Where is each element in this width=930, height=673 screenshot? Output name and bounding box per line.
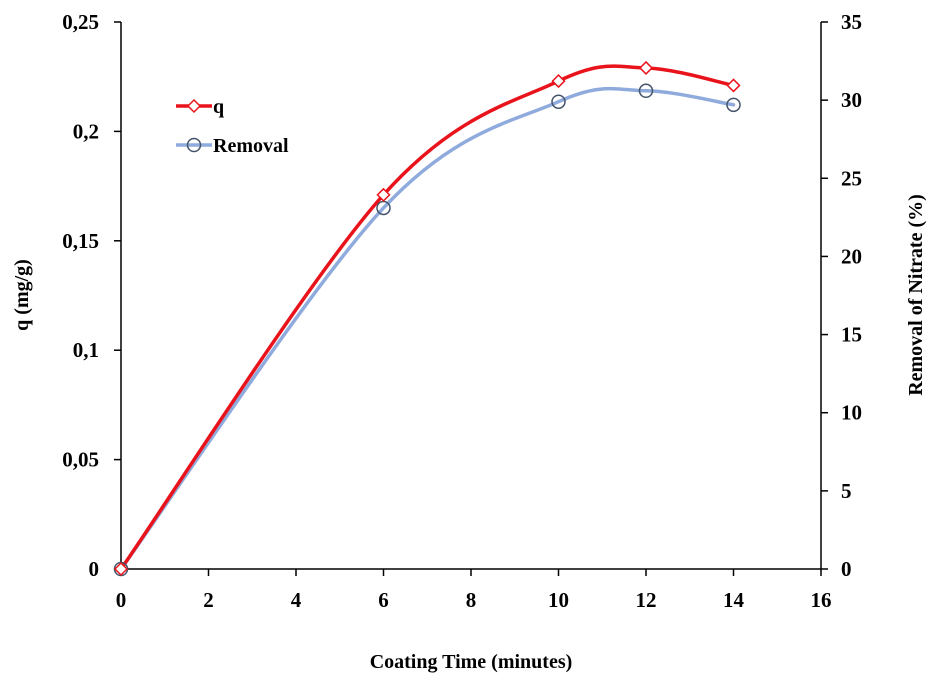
y-tick-label: 0,1	[73, 338, 99, 362]
legend-label-q: q	[213, 96, 224, 118]
y-tick-label: 0,05	[62, 448, 99, 472]
y2-tick-label: 35	[841, 10, 862, 34]
x-tick-label: 16	[811, 588, 832, 612]
legend-marker-q	[186, 98, 202, 114]
y-tick-label: 0	[89, 557, 100, 581]
legend-label-removal: Removal	[213, 135, 289, 157]
legend-marker-removal	[186, 137, 202, 153]
x-tick-label: 0	[116, 588, 127, 612]
legend-item-removal: Removal	[176, 135, 289, 157]
data-point-removal	[551, 94, 566, 109]
x-tick-label: 10	[548, 588, 569, 612]
y2-tick-label: 20	[841, 244, 862, 268]
y2-axis-title: Removal of Nitrate (%)	[905, 194, 927, 396]
data-point-q	[726, 78, 741, 93]
x-tick-label: 8	[466, 588, 477, 612]
x-tick-label: 2	[203, 588, 214, 612]
x-axis-title: Coating Time (minutes)	[370, 651, 573, 673]
series-line-removal	[119, 86, 736, 571]
y-tick-label: 0,15	[62, 229, 99, 253]
y-tick-label: 0,25	[62, 10, 99, 34]
x-tick-label: 12	[636, 588, 657, 612]
data-point-q	[551, 74, 566, 89]
data-point-removal	[726, 97, 741, 113]
series-layer	[113, 60, 741, 577]
y2-tick-label: 30	[841, 88, 862, 112]
x-tick-label: 4	[291, 588, 302, 612]
data-point-q	[376, 187, 391, 202]
legend-item-q: q	[176, 96, 224, 118]
legend: q Removal	[176, 96, 289, 157]
y2-tick-label: 5	[841, 479, 852, 503]
ticks: 0 2 4 6 8 10 12 14 16 0 0,05 0,1 0,15 0,2 0,25 0 5 10 15 20…	[62, 10, 862, 612]
y2-tick-label: 15	[841, 323, 862, 347]
x-tick-label: 14	[723, 588, 745, 612]
y2-tick-label: 10	[841, 401, 862, 425]
data-point-q	[113, 561, 129, 577]
y-axis-title: q (mg/g)	[11, 259, 33, 331]
axes	[120, 22, 822, 570]
y-tick-label: 0,2	[73, 119, 99, 143]
data-point-removal	[638, 83, 654, 99]
x-tick-label: 6	[378, 588, 389, 612]
y2-tick-label: 0	[841, 557, 852, 581]
data-point-q	[638, 60, 654, 76]
y2-tick-label: 25	[841, 166, 862, 190]
